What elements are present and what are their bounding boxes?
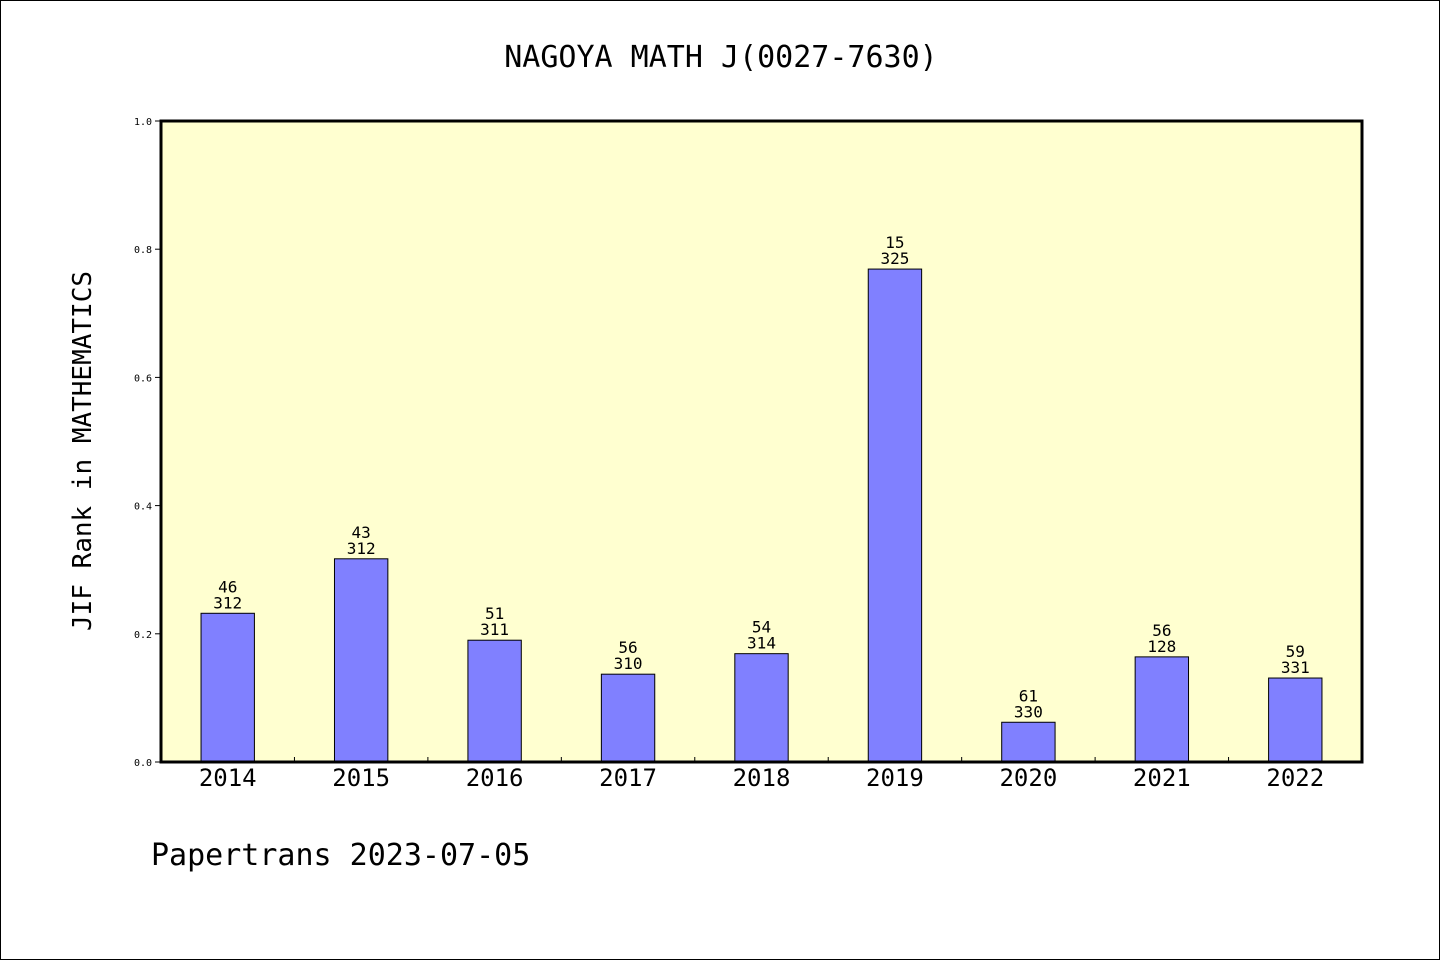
x-tick-label: 2019 bbox=[866, 764, 924, 792]
bar-total-label: 312 bbox=[213, 593, 242, 612]
bar-total-label: 325 bbox=[880, 249, 909, 268]
x-tick-label: 2014 bbox=[199, 764, 257, 792]
bar-rank-label: 43 bbox=[352, 523, 371, 542]
bar-rank-label: 56 bbox=[1152, 621, 1171, 640]
bar-total-label: 310 bbox=[614, 654, 643, 673]
plot-area: 4631243312513115631054314153256133056128… bbox=[134, 117, 1364, 792]
bar-2021 bbox=[1134, 656, 1190, 763]
bar-rank-label: 51 bbox=[485, 604, 504, 623]
bar-total-label: 330 bbox=[1014, 702, 1043, 721]
y-tick-label: 0.8 bbox=[134, 245, 152, 256]
x-tick-label: 2017 bbox=[599, 764, 657, 792]
bar-rank-label: 15 bbox=[885, 233, 904, 252]
bar-2016 bbox=[467, 639, 522, 763]
x-tick-label: 2018 bbox=[733, 764, 791, 792]
bar-2019 bbox=[867, 268, 923, 763]
y-tick-label: 0.4 bbox=[134, 502, 152, 513]
bar-rank-label: 46 bbox=[218, 577, 237, 596]
bar-total-label: 312 bbox=[347, 539, 376, 558]
bar-rank-label: 54 bbox=[752, 618, 771, 637]
bar-2017 bbox=[600, 673, 656, 763]
bar-2022 bbox=[1268, 677, 1323, 763]
y-axis-label: JIF Rank in MATHEMATICS bbox=[68, 271, 98, 631]
bar-rank-label: 61 bbox=[1019, 686, 1038, 705]
bar-total-label: 311 bbox=[480, 620, 509, 639]
x-tick-label: 2015 bbox=[332, 764, 390, 792]
chart-title: NAGOYA MATH J(0027-7630) bbox=[504, 40, 937, 75]
x-tick-label: 2022 bbox=[1266, 764, 1324, 792]
x-tick-label: 2021 bbox=[1133, 764, 1191, 792]
bar-total-label: 128 bbox=[1147, 637, 1176, 656]
x-tick-label: 2020 bbox=[999, 764, 1057, 792]
bar-rank-label: 59 bbox=[1286, 642, 1305, 661]
footer-credit: Papertrans 2023-07-05 bbox=[151, 838, 530, 873]
bar-rank-label: 56 bbox=[618, 638, 637, 657]
y-tick-label: 1.0 bbox=[134, 117, 152, 128]
plot-frame bbox=[159, 119, 1364, 764]
bar-2020 bbox=[1001, 721, 1056, 763]
bar-total-label: 331 bbox=[1281, 658, 1310, 677]
y-tick-label: 0.2 bbox=[134, 630, 152, 641]
bar-2014 bbox=[200, 612, 255, 763]
y-tick-label: 0.6 bbox=[134, 373, 152, 384]
bar-2015 bbox=[333, 558, 389, 763]
bar-2018 bbox=[734, 653, 789, 763]
y-tick-label: 0.0 bbox=[134, 758, 152, 769]
x-tick-label: 2016 bbox=[466, 764, 524, 792]
bar-total-label: 314 bbox=[747, 634, 776, 653]
